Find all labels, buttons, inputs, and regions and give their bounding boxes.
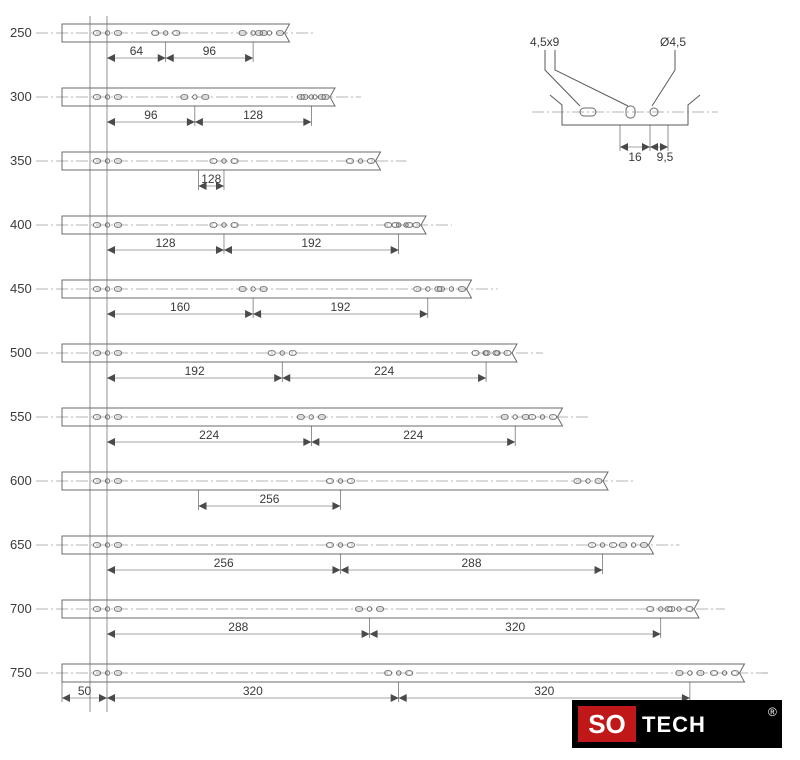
rail-size-label: 350 — [10, 153, 32, 168]
dim-label: 128 — [243, 108, 263, 122]
dim-label: 224 — [374, 364, 394, 378]
dim-label: 224 — [199, 428, 219, 442]
rail-size-label: 250 — [10, 25, 32, 40]
dim-label: 288 — [228, 620, 248, 634]
dim-label: 320 — [243, 684, 263, 698]
dim-label: 288 — [461, 556, 481, 570]
rail-size-label: 400 — [10, 217, 32, 232]
rail-size-label: 650 — [10, 537, 32, 552]
rail-size-label: 750 — [10, 665, 32, 680]
rail-size-label: 600 — [10, 473, 32, 488]
dim-label: 50 — [78, 684, 92, 698]
dim-label: 224 — [403, 428, 423, 442]
dim-label: 192 — [330, 300, 350, 314]
rail-size-label: 550 — [10, 409, 32, 424]
detail-hole-label: Ø4,5 — [660, 35, 686, 49]
dim-label: 160 — [170, 300, 190, 314]
logo-so: SO — [588, 709, 626, 739]
detail-dim-b: 9,5 — [657, 150, 674, 164]
dim-label: 256 — [214, 556, 234, 570]
logo-tech: TECH — [642, 712, 706, 737]
rail-size-label: 500 — [10, 345, 32, 360]
detail-slot-label: 4,5x9 — [530, 35, 560, 49]
dim-label: 320 — [505, 620, 525, 634]
dim-label: 128 — [201, 172, 221, 186]
dim-label: 64 — [130, 44, 144, 58]
logo-registered: ® — [768, 705, 777, 719]
rail-size-label: 450 — [10, 281, 32, 296]
dim-label: 96 — [144, 108, 158, 122]
rail-size-label: 300 — [10, 89, 32, 104]
dim-label: 192 — [301, 236, 321, 250]
dim-label: 192 — [185, 364, 205, 378]
dim-label: 320 — [534, 684, 554, 698]
detail-dim-a: 16 — [628, 150, 642, 164]
rail-size-label: 700 — [10, 601, 32, 616]
dim-label: 128 — [155, 236, 175, 250]
dim-label: 256 — [259, 492, 279, 506]
brand-logo: SO TECH ® — [572, 700, 782, 748]
dim-label: 96 — [203, 44, 217, 58]
